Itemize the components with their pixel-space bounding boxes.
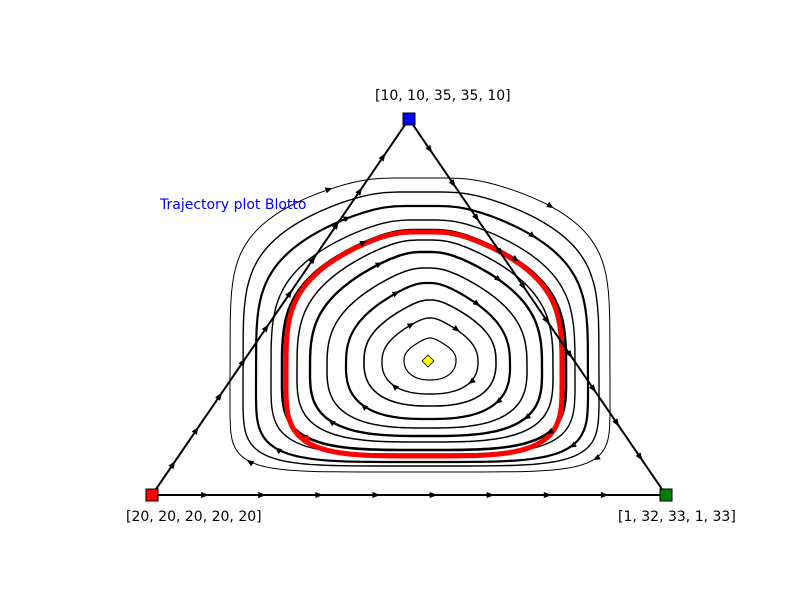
flow-arrow xyxy=(360,403,369,411)
flow-arrow xyxy=(546,427,555,434)
simplex-frame xyxy=(150,117,668,496)
orbit-line xyxy=(254,204,590,464)
flow-arrow xyxy=(546,201,554,209)
trajectory-start-point xyxy=(302,436,310,444)
orbit-line xyxy=(229,177,611,473)
orbit-line xyxy=(381,317,479,395)
marker-group xyxy=(145,112,673,502)
flow-arrow xyxy=(246,460,255,467)
orbit-line xyxy=(403,337,457,381)
left-vertex-marker xyxy=(145,488,159,502)
flow-arrow xyxy=(569,441,577,448)
plot-title: Trajectory plot Blotto xyxy=(160,197,307,213)
flow-arrow xyxy=(274,447,283,455)
left-vertex-label: [20, 20, 20, 20, 20] xyxy=(126,509,262,525)
orbit-line xyxy=(308,250,544,438)
rest-point-marker xyxy=(421,354,435,368)
flow-arrow xyxy=(528,231,536,238)
top-vertex-marker xyxy=(402,112,416,126)
flow-arrow xyxy=(494,274,502,282)
flow-arrow xyxy=(452,325,460,332)
flow-arrow xyxy=(523,413,532,420)
flow-arrow xyxy=(328,419,336,427)
orbit-line xyxy=(326,267,528,429)
top-vertex-label: [10, 10, 35, 35, 10] xyxy=(375,88,511,104)
flow-arrow xyxy=(472,299,480,307)
flow-arrow xyxy=(391,384,399,391)
flow-arrow xyxy=(511,254,519,262)
flow-arrow xyxy=(359,240,367,247)
flow-arrow xyxy=(468,377,476,384)
orbit-line xyxy=(296,239,554,443)
right-vertex-marker xyxy=(659,488,673,502)
right-vertex-label: [1, 32, 33, 1, 33] xyxy=(618,509,736,525)
flow-arrow xyxy=(495,397,503,404)
flow-arrow xyxy=(324,187,333,194)
simplex-triangle xyxy=(150,117,668,496)
orbit-line xyxy=(344,281,512,421)
flow-arrow xyxy=(406,323,415,329)
highlighted-orbit xyxy=(283,229,565,459)
flow-arrow xyxy=(593,454,601,460)
orbit-line xyxy=(242,191,600,467)
orbit-group xyxy=(229,177,611,473)
flow-arrow xyxy=(391,291,400,298)
flow-arrow xyxy=(342,216,351,223)
flow-arrow xyxy=(374,262,383,269)
orbit-line xyxy=(363,299,497,407)
